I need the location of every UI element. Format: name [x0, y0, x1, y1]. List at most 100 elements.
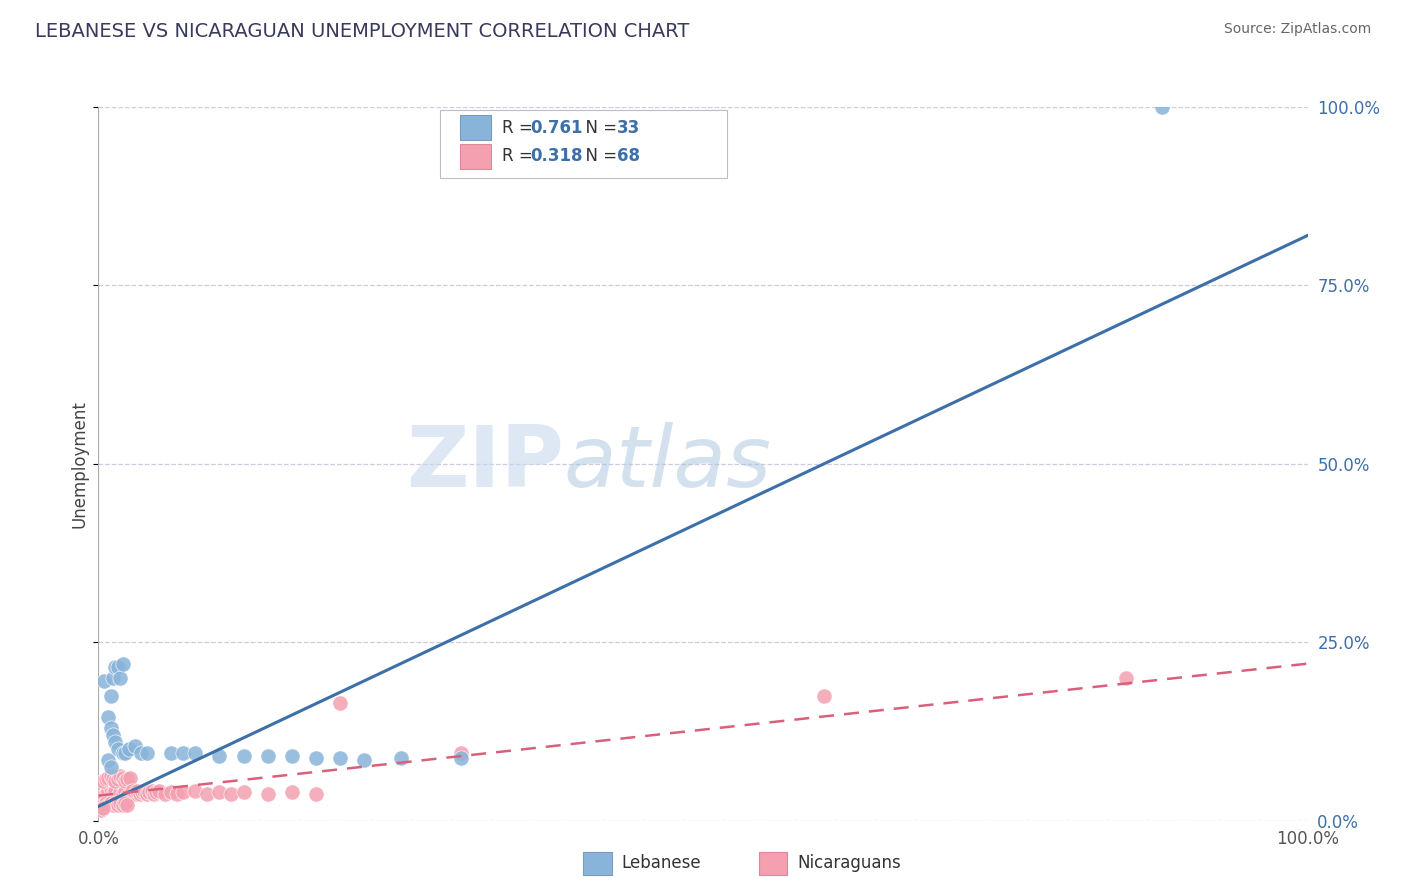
Text: Nicaraguans: Nicaraguans	[797, 855, 901, 872]
Point	[107, 789, 129, 803]
Point	[131, 785, 153, 799]
Point	[101, 787, 124, 801]
Point	[100, 760, 122, 774]
Point	[153, 787, 176, 801]
Point	[114, 783, 136, 797]
Text: 0.318: 0.318	[530, 147, 582, 165]
Text: LEBANESE VS NICARAGUAN UNEMPLOYMENT CORRELATION CHART: LEBANESE VS NICARAGUAN UNEMPLOYMENT CORR…	[35, 22, 689, 41]
Point	[450, 746, 472, 760]
Point	[329, 696, 352, 710]
Point	[208, 749, 231, 764]
Text: 33: 33	[617, 119, 641, 136]
Point	[134, 783, 156, 797]
Point	[281, 749, 304, 764]
Point	[104, 735, 127, 749]
Point	[104, 796, 127, 810]
Point	[114, 746, 136, 760]
Point	[104, 660, 127, 674]
Point	[90, 785, 112, 799]
Point	[281, 785, 304, 799]
Point	[118, 771, 141, 785]
Point	[141, 783, 163, 797]
Point	[107, 660, 129, 674]
Point	[121, 783, 143, 797]
Point	[143, 787, 166, 801]
Text: N =: N =	[575, 147, 623, 165]
Point	[111, 657, 134, 671]
Point	[148, 783, 170, 797]
Point	[195, 787, 218, 801]
Point	[129, 746, 152, 760]
Point	[114, 774, 136, 789]
Point	[135, 787, 157, 801]
Point	[172, 746, 194, 760]
Point	[100, 781, 122, 796]
Point	[450, 751, 472, 765]
Point	[91, 789, 114, 803]
Point	[107, 797, 129, 812]
Point	[97, 771, 120, 785]
Point	[160, 785, 183, 799]
Point	[208, 785, 231, 799]
Point	[97, 753, 120, 767]
Point	[166, 787, 188, 801]
Point	[117, 772, 139, 787]
Point	[305, 751, 328, 765]
Point	[305, 787, 328, 801]
Point	[138, 785, 160, 799]
Point	[108, 671, 131, 685]
Point	[108, 796, 131, 810]
Point	[813, 689, 835, 703]
Point	[329, 751, 352, 765]
Point	[100, 721, 122, 735]
Text: 68: 68	[617, 147, 640, 165]
Point	[100, 796, 122, 810]
Point	[256, 749, 278, 764]
Point	[256, 787, 278, 801]
Point	[90, 803, 112, 817]
Point	[100, 689, 122, 703]
Point	[124, 739, 146, 753]
Point	[101, 671, 124, 685]
Point	[1115, 671, 1137, 685]
Point	[101, 772, 124, 787]
Point	[124, 787, 146, 801]
Point	[91, 801, 114, 815]
Point	[128, 787, 150, 801]
Point	[104, 783, 127, 797]
Point	[118, 742, 141, 756]
Point	[94, 796, 117, 810]
Point	[111, 746, 134, 760]
Point	[107, 772, 129, 787]
Point	[184, 746, 207, 760]
Point	[90, 796, 112, 810]
Point	[172, 785, 194, 799]
Point	[117, 789, 139, 803]
Point	[389, 751, 412, 765]
Text: R =: R =	[502, 147, 538, 165]
Point	[97, 797, 120, 812]
Point	[97, 783, 120, 797]
Text: R =: R =	[502, 119, 538, 136]
Text: atlas: atlas	[564, 422, 772, 506]
Point	[91, 797, 114, 812]
Y-axis label: Unemployment: Unemployment	[70, 400, 89, 528]
Text: Source: ZipAtlas.com: Source: ZipAtlas.com	[1223, 22, 1371, 37]
Point	[184, 783, 207, 797]
Point	[101, 797, 124, 812]
Point	[108, 785, 131, 799]
Point	[111, 797, 134, 812]
Point	[114, 796, 136, 810]
Point	[117, 797, 139, 812]
Point	[160, 746, 183, 760]
Point	[100, 769, 122, 783]
Point	[135, 746, 157, 760]
Point	[94, 787, 117, 801]
Point	[221, 787, 243, 801]
Point	[107, 742, 129, 756]
Point	[353, 753, 375, 767]
Point	[101, 728, 124, 742]
Point	[127, 783, 149, 797]
Point	[97, 710, 120, 724]
Text: Lebanese: Lebanese	[621, 855, 702, 872]
